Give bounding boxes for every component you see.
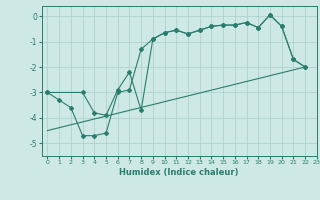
X-axis label: Humidex (Indice chaleur): Humidex (Indice chaleur) (119, 168, 239, 177)
